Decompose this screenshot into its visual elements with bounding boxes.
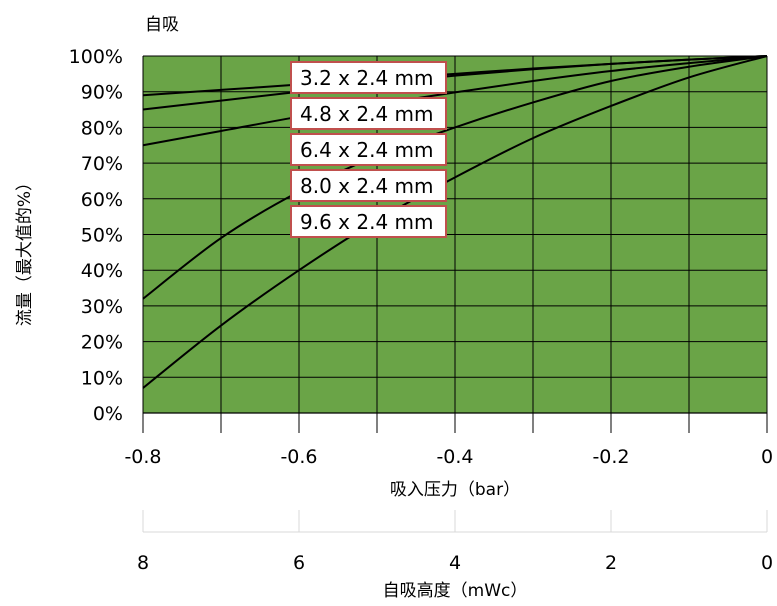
legend-label: 8.0 x 2.4 mm <box>300 174 434 198</box>
x-tick-label: -0.4 <box>436 446 473 468</box>
y-tick-label: 20% <box>81 332 123 354</box>
secondary-axis-title: 自吸高度（mWc） <box>383 581 528 601</box>
curves <box>142 55 768 389</box>
y-tick-label: 0% <box>93 403 123 425</box>
chart-title: 自吸 <box>145 15 179 35</box>
series-line <box>142 55 768 300</box>
series-line <box>142 55 768 147</box>
secondary-x-tick-label: 2 <box>605 552 617 574</box>
legend-box <box>290 169 447 202</box>
y-tick-label: 60% <box>81 189 123 211</box>
legend-box <box>290 97 447 130</box>
secondary-x-tick-label: 8 <box>137 552 149 574</box>
y-axis-title: 流量（最大值的%） <box>15 174 35 326</box>
secondary-x-tick-labels: 8 6 4 2 0 <box>137 510 773 574</box>
secondary-x-tick-label: 6 <box>293 552 305 574</box>
y-tick-label: 50% <box>81 225 123 247</box>
x-tick-label: -0.6 <box>280 446 317 468</box>
x-tick-label: -0.8 <box>124 446 161 468</box>
y-tick-label: 100% <box>69 46 123 68</box>
legend-box <box>290 205 447 238</box>
series-line <box>142 55 768 111</box>
legend-label: 3.2 x 2.4 mm <box>300 66 434 90</box>
y-tick-label: 40% <box>81 260 123 282</box>
y-tick-label: 80% <box>81 117 123 139</box>
y-tick-label: 30% <box>81 296 123 318</box>
legend-box <box>290 61 447 94</box>
x-axis-title: 吸入压力（bar） <box>390 480 520 500</box>
series-line <box>142 55 768 389</box>
y-tick-labels: 0% 10% 20% 30% 40% 50% 60% 70% 80% 90% 100% <box>69 46 123 425</box>
legend-label: 9.6 x 2.4 mm <box>300 210 434 234</box>
legend: 3.2 x 2.4 mm 4.8 x 2.4 mm 6.4 x 2.4 mm 8.0 … <box>290 61 447 238</box>
x-tick-label: 0 <box>761 446 773 468</box>
y-tick-label: 70% <box>81 153 123 175</box>
legend-box <box>290 133 447 166</box>
y-tick-label: 90% <box>81 82 123 104</box>
secondary-x-tick-label: 0 <box>761 552 773 574</box>
legend-label: 4.8 x 2.4 mm <box>300 102 434 126</box>
y-tick-label: 10% <box>81 367 123 389</box>
x-tick-label: -0.2 <box>592 446 629 468</box>
secondary-x-tick-label: 4 <box>449 552 461 574</box>
x-tick-labels: -0.8 -0.6 -0.4 -0.2 0 <box>124 446 773 468</box>
legend-label: 6.4 x 2.4 mm <box>300 138 434 162</box>
